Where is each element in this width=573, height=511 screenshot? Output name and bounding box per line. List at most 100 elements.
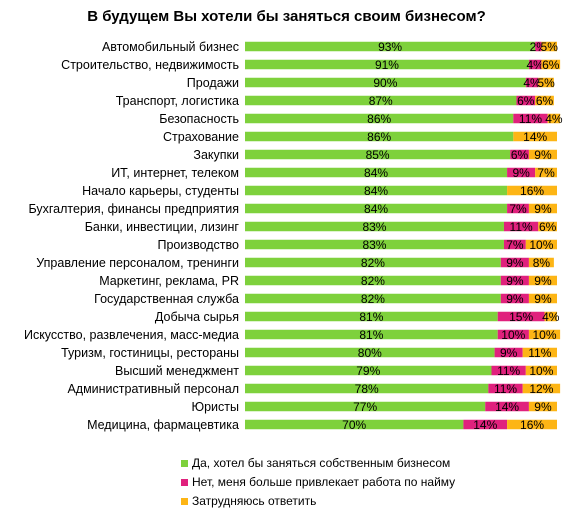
data-label-series-2: 16% [520,418,544,432]
data-label-series-1: 11% [497,364,520,378]
category-label: Высший менеджмент [115,364,239,378]
bar-segment-series-0 [245,239,504,250]
bar-segment-series-0 [245,95,517,106]
bar-segment-series-2 [522,383,561,394]
category-label: Юристы [191,400,239,414]
bar-segment-series-2 [507,419,557,430]
bar-segment-series-1 [485,401,529,412]
data-label-series-0: 82% [361,256,385,270]
bar-segment-series-1 [507,203,529,214]
category-label: Страхование [163,130,239,144]
data-label-series-0: 84% [364,184,388,198]
category-label: Продажи [187,76,239,90]
bar-segment-series-1 [528,59,542,70]
data-label-series-1: 9% [506,256,524,270]
bar-segment-series-0 [245,221,504,232]
category-label: Строительство, недвижимость [61,58,239,72]
data-label-series-1: 14% [495,400,519,414]
bar-segment-series-2 [528,149,557,160]
data-label-series-0: 84% [364,202,388,216]
legend-swatch-unsure [181,497,188,505]
category-label: Административный персонал [67,382,239,396]
bar-segment-series-1 [503,239,526,250]
data-label-series-0: 70% [342,418,366,432]
legend-label-yes: Да, хотел бы заняться собственным бизнес… [192,456,451,470]
bar-segment-series-0 [245,77,526,88]
bar-segment-series-2 [547,113,561,124]
data-label-series-0: 77% [353,400,377,414]
data-label-series-1: 9% [506,292,524,306]
data-label-series-0: 82% [361,292,385,306]
bar-segment-series-1 [488,383,523,394]
category-label: Безопасность [159,112,239,126]
data-label-series-2: 7% [537,166,555,180]
bar-segment-series-2 [535,167,557,178]
data-label-series-1: 11% [510,220,533,234]
bar-segment-series-2 [538,221,557,232]
bar-segment-series-1 [500,293,529,304]
data-label-series-1: 6% [511,148,529,162]
data-label-series-1: 4% [523,76,541,90]
bar-segment-series-0 [245,419,464,430]
bar-segment-series-2 [525,239,557,250]
bar-segment-series-0 [245,311,498,322]
data-label-series-2: 10% [533,328,557,342]
bar-segment-series-2 [528,275,557,286]
category-label: Автомобильный бизнес [102,40,239,54]
bar-segment-series-0 [245,329,498,340]
data-label-series-2: 9% [534,274,552,288]
legend-label-no: Нет, меня больше привлекает работа по на… [192,475,456,489]
category-label: Искусство, развлечения, масс-медиа [24,328,239,342]
data-label-series-2: 6% [539,220,557,234]
bar-segment-series-2 [522,347,557,358]
data-label-series-1: 11% [494,382,517,396]
data-label-series-0: 85% [366,148,390,162]
data-label-series-2: 16% [520,184,544,198]
bar-segment-series-0 [245,59,529,70]
data-label-series-1: 9% [500,346,518,360]
bar-segment-series-0 [245,383,489,394]
bar-segment-series-0 [245,275,501,286]
bar-segment-series-0 [245,185,508,196]
data-label-series-1: 9% [506,274,524,288]
category-label: Банки, инвестиции, лизинг [85,220,240,234]
legend-swatch-no [181,478,188,486]
data-label-series-0: 90% [373,76,397,90]
bar-segment-series-1 [497,311,545,322]
data-label-series-0: 86% [367,130,391,144]
bar-segment-series-1 [491,365,526,376]
category-label: Транспорт, логистика [116,94,239,108]
bar-segment-series-0 [245,41,536,52]
bar-segment-series-2 [525,365,557,376]
data-label-series-0: 87% [369,94,393,108]
category-label: Медицина, фармацевтика [87,418,239,432]
legend-item-unsure: Затрудняюсь ответить [181,494,316,508]
data-label-series-2: 9% [534,400,552,414]
data-label-series-2: 5% [537,76,555,90]
bar-segment-series-1 [500,275,529,286]
data-label-series-0: 93% [378,40,402,54]
bar-segment-series-0 [245,365,492,376]
bar-segment-series-2 [538,77,554,88]
data-label-series-2: 12% [529,382,553,396]
bar-segment-series-1 [503,221,539,232]
legend-swatch-yes [181,459,188,467]
data-label-series-1: 7% [509,202,527,216]
category-label: Добыча сырья [155,310,239,324]
category-label: Маркетинг, реклама, PR [99,274,239,288]
chart-title: В будущем Вы хотели бы заняться своим би… [87,8,486,25]
bar-segment-series-0 [245,257,501,268]
bar-segment-series-1 [513,113,548,124]
data-label-series-1: 14% [473,418,497,432]
data-label-series-0: 82% [361,274,385,288]
bar-segment-series-2 [544,311,557,322]
bar-segment-series-2 [528,401,557,412]
category-label: ИТ, интернет, телеком [111,166,239,180]
data-label-series-1: 4% [526,58,544,72]
data-label-series-0: 83% [362,238,386,252]
data-label-series-0: 79% [356,364,380,378]
bar-segment-series-2 [528,293,557,304]
bar-segment-series-0 [245,401,486,412]
category-label: Государственная служба [94,292,239,306]
bar-segment-series-2 [528,257,554,268]
